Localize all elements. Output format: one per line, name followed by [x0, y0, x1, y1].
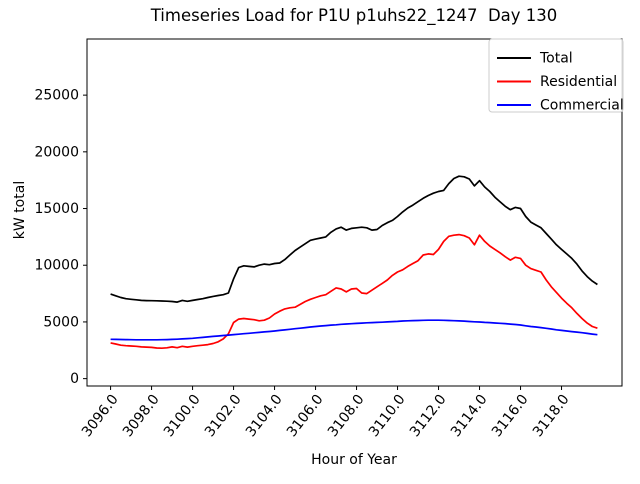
chart-title: Timeseries Load for P1U p1uhs22_1247 Day… — [150, 6, 558, 26]
x-tick-label: 3112.0 — [407, 392, 450, 440]
x-tick-label: 3108.0 — [325, 392, 368, 440]
x-tick-label: 3102.0 — [202, 392, 245, 440]
y-axis-label: kW total — [12, 181, 28, 239]
y-tick-label: 25000 — [34, 88, 79, 104]
legend: Total Residential Commercial — [488, 38, 624, 114]
x-tick-label: 3106.0 — [284, 392, 327, 440]
x-tick-label: 3096.0 — [79, 392, 122, 440]
legend-label-total: Total — [539, 51, 573, 67]
y-tick-label: 20000 — [34, 144, 79, 160]
legend-label-residential: Residential — [540, 74, 617, 90]
x-axis-label: Hour of Year — [311, 452, 397, 468]
y-tick-label: 0 — [70, 371, 79, 387]
y-tick-label: 10000 — [34, 258, 79, 274]
x-tick-label: 3098.0 — [120, 392, 163, 440]
y-tick-label: 15000 — [34, 201, 79, 217]
series-line-residential — [110, 233, 598, 350]
series-line-total — [110, 175, 598, 303]
x-tick-label: 3114.0 — [448, 392, 491, 440]
x-tick-label: 3118.0 — [530, 392, 573, 440]
series-line-commercial — [110, 319, 598, 341]
x-tick-label: 3110.0 — [366, 392, 409, 440]
plot-border — [86, 38, 623, 387]
legend-label-commercial: Commercial — [540, 98, 624, 114]
x-tick-label: 3100.0 — [161, 392, 204, 440]
y-tick-label: 5000 — [43, 314, 79, 330]
x-tick-label: 3116.0 — [489, 392, 532, 440]
x-tick-label: 3104.0 — [243, 392, 286, 440]
